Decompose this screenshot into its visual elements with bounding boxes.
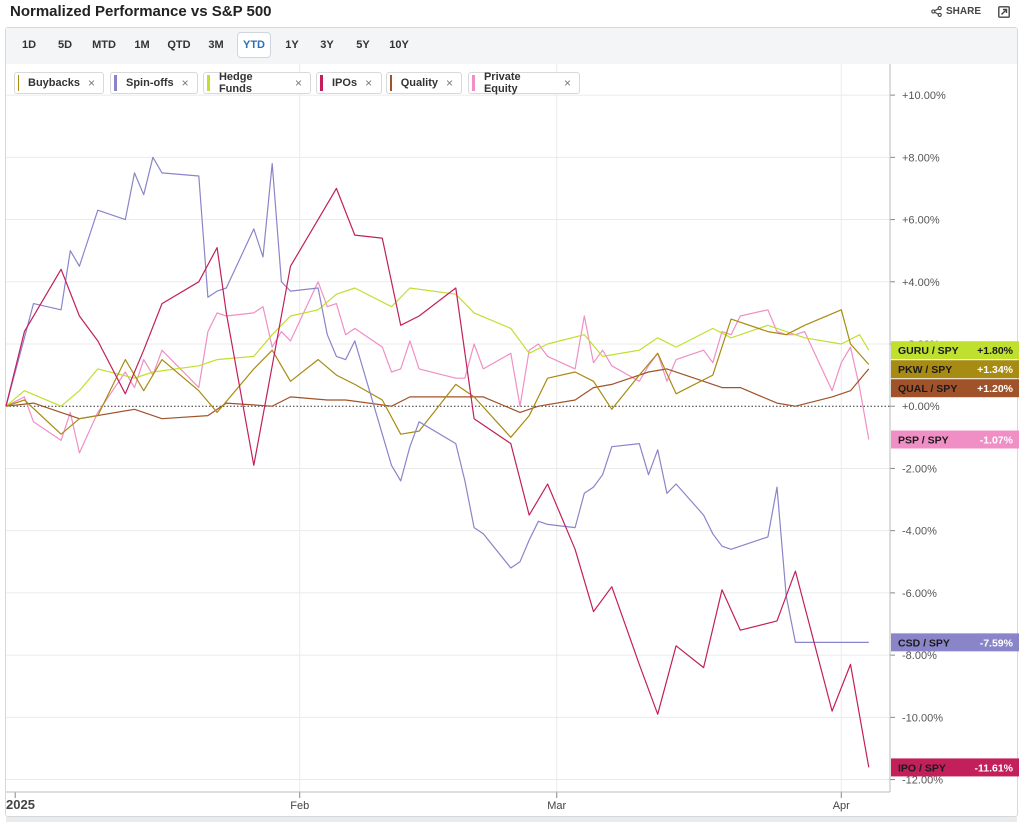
end-label-ticker-spin-offs: CSD / SPY xyxy=(898,637,950,649)
range-3y[interactable]: 3Y xyxy=(320,39,334,51)
end-label-ticker-buybacks: PKW / SPY xyxy=(898,364,952,376)
end-label-bg-spin-offs xyxy=(891,633,1019,652)
x-tick-label: Feb xyxy=(290,800,309,812)
end-label-value-spin-offs: -7.59% xyxy=(980,637,1014,649)
y-tick-label: -10.00% xyxy=(902,712,943,724)
end-label-value-private-equity: -1.07% xyxy=(980,435,1014,447)
scroll-strip xyxy=(6,817,1017,822)
expand-icon[interactable] xyxy=(998,6,1010,18)
end-label-value-buybacks: +1.34% xyxy=(977,364,1014,376)
legend-private-equity[interactable]: Private Equity × xyxy=(468,71,580,95)
end-label-bg-buybacks xyxy=(891,360,1019,379)
legend-swatch xyxy=(472,75,475,91)
range-1m[interactable]: 1M xyxy=(134,39,150,51)
close-icon[interactable]: × xyxy=(181,76,189,90)
legend-label: Private Equity xyxy=(483,71,521,95)
legend-hedge-funds[interactable]: Hedge Funds × xyxy=(203,71,311,95)
y-tick-label: +4.00% xyxy=(902,277,940,289)
share-button[interactable]: SHARE xyxy=(931,6,981,17)
legend-label: IPOs xyxy=(332,77,358,89)
chart-frame xyxy=(5,27,1018,817)
legend-swatch xyxy=(114,75,117,91)
range-10y[interactable]: 10Y xyxy=(389,39,409,51)
y-tick-label: -12.00% xyxy=(902,775,943,787)
legend-swatch xyxy=(207,75,210,91)
end-label-value-hedge-funds: +1.80% xyxy=(977,345,1014,357)
legend-spin-offs[interactable]: Spin-offs × xyxy=(110,72,198,94)
series-line-buybacks xyxy=(5,309,870,438)
end-label-ticker-quality: QUAL / SPY xyxy=(898,383,957,395)
end-label-bg-private-equity xyxy=(891,430,1019,449)
y-tick-label: -6.00% xyxy=(902,588,937,600)
legend-swatch xyxy=(390,75,392,91)
series-lines xyxy=(5,156,870,768)
series-line-private-equity xyxy=(5,281,870,454)
y-tick-label: +6.00% xyxy=(902,215,940,227)
close-icon[interactable]: × xyxy=(563,76,571,90)
y-axis: +10.00%+8.00%+6.00%+4.00%+2.00%+0.00%-2.… xyxy=(889,64,946,792)
range-5y[interactable]: 5Y xyxy=(356,39,370,51)
end-label-ticker-private-equity: PSP / SPY xyxy=(898,435,949,447)
x-tick-label: Apr xyxy=(833,800,850,812)
series-line-hedge-funds xyxy=(5,287,870,407)
y-tick-label: -8.00% xyxy=(902,650,937,662)
close-icon[interactable]: × xyxy=(445,76,453,90)
range-1y[interactable]: 1Y xyxy=(285,39,299,51)
end-label-value-ipos: -11.61% xyxy=(974,762,1013,774)
x-axis: 2025 Feb Mar Apr xyxy=(6,791,890,812)
x-tick-label: Mar xyxy=(547,800,566,812)
legend-ipos[interactable]: IPOs × xyxy=(316,72,382,94)
grid xyxy=(6,64,890,792)
end-label-bg-hedge-funds xyxy=(891,341,1019,360)
legend-swatch xyxy=(18,75,19,91)
share-icon xyxy=(931,6,942,17)
close-icon[interactable]: × xyxy=(365,76,373,90)
y-tick-label: +8.00% xyxy=(902,152,940,164)
range-5d[interactable]: 5D xyxy=(57,39,73,51)
y-tick-label: +10.00% xyxy=(902,90,946,102)
end-label-value-quality: +1.20% xyxy=(977,383,1014,395)
range-selector: 1D 5D MTD 1M QTD 3M YTD 1Y 3Y 5Y 10Y xyxy=(6,28,1017,64)
series-line-quality xyxy=(5,368,870,420)
y-tick-label: -4.00% xyxy=(902,526,937,538)
series-line-spin-offs xyxy=(5,156,869,644)
end-label-ticker-ipos: IPO / SPY xyxy=(898,762,946,774)
x-tick-label: 2025 xyxy=(6,797,35,812)
legend-swatch xyxy=(320,75,323,91)
legend-label: Spin-offs xyxy=(126,77,174,89)
legend-label: Quality xyxy=(400,77,438,89)
range-qtd[interactable]: QTD xyxy=(167,39,191,51)
legend-label: Hedge Funds xyxy=(218,71,253,95)
end-labels: GURU / SPY +1.80% PKW / SPY +1.34% QUAL / SP… xyxy=(891,341,1019,777)
y-tick-label: -2.00% xyxy=(902,463,937,475)
legend-quality[interactable]: Quality × xyxy=(386,72,462,94)
end-label-bg-ipos xyxy=(891,758,1019,777)
end-label-ticker-hedge-funds: GURU / SPY xyxy=(898,345,959,357)
legend-label: Buybacks xyxy=(28,77,80,89)
range-mtd[interactable]: MTD xyxy=(92,39,116,51)
page-title: Normalized Performance vs S&P 500 xyxy=(10,3,272,20)
range-1d[interactable]: 1D xyxy=(21,39,37,51)
legend-buybacks[interactable]: Buybacks × xyxy=(14,72,104,94)
range-ytd[interactable]: YTD xyxy=(237,32,271,58)
range-3m[interactable]: 3M xyxy=(208,39,224,51)
y-tick-label: +0.00% xyxy=(902,401,940,413)
series-line-ipos xyxy=(5,187,870,768)
share-label: SHARE xyxy=(946,6,982,17)
top-bar: Normalized Performance vs S&P 500 SHARE xyxy=(0,0,1025,26)
close-icon[interactable]: × xyxy=(87,76,95,90)
close-icon[interactable]: × xyxy=(294,76,302,90)
end-label-bg-quality xyxy=(891,379,1019,398)
